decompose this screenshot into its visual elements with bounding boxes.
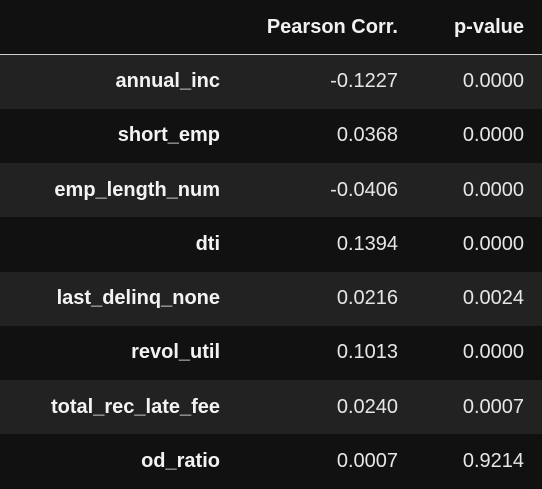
p-value-cell: 0.0007: [462, 395, 524, 418]
pearson-corr-cell: 0.1013: [336, 341, 398, 364]
index-header: [0, 0, 228, 55]
row-label: annual_inc: [115, 70, 220, 93]
column-header-pearson-corr: Pearson Corr.: [228, 0, 416, 55]
p-value-cell: 0.0000: [462, 341, 524, 364]
p-value-cell: 0.9214: [462, 449, 524, 472]
row-label: emp_length_num: [54, 178, 220, 201]
table-row: od_ratio 0.0007 0.9214: [0, 434, 542, 489]
row-label: dti: [195, 232, 220, 255]
row-label: od_ratio: [141, 449, 220, 472]
p-value-cell: 0.0000: [462, 178, 524, 201]
table-row: total_rec_late_fee 0.0240 0.0007: [0, 380, 542, 435]
table-row: short_emp 0.0368 0.0000: [0, 108, 542, 163]
row-label: revol_util: [131, 341, 220, 364]
pearson-corr-cell: 0.0368: [336, 124, 398, 147]
row-label: total_rec_late_fee: [51, 395, 220, 418]
pearson-corr-cell: 0.1394: [336, 232, 398, 255]
pearson-corr-cell: -0.0406: [330, 178, 398, 201]
pearson-corr-cell: 0.0007: [336, 449, 398, 472]
table-row: dti 0.1394 0.0000: [0, 217, 542, 272]
row-label: last_delinq_none: [56, 287, 220, 310]
table-header: Pearson Corr. p-value: [0, 0, 542, 55]
table-row: emp_length_num -0.0406 0.0000: [0, 163, 542, 218]
table-row: revol_util 0.1013 0.0000: [0, 325, 542, 380]
table-row: last_delinq_none 0.0216 0.0024: [0, 271, 542, 326]
p-value-cell: 0.0000: [462, 232, 524, 255]
p-value-cell: 0.0024: [462, 287, 524, 310]
pearson-corr-cell: 0.0240: [336, 395, 398, 418]
p-value-cell: 0.0000: [462, 70, 524, 93]
table-row: annual_inc -0.1227 0.0000: [0, 54, 542, 109]
column-header-p-value: p-value: [416, 0, 542, 55]
pearson-corr-cell: 0.0216: [336, 287, 398, 310]
pearson-corr-cell: -0.1227: [330, 70, 398, 93]
table-body: annual_inc -0.1227 0.0000 short_emp 0.03…: [0, 54, 542, 489]
header-row: Pearson Corr. p-value: [0, 0, 542, 55]
p-value-cell: 0.0000: [462, 124, 524, 147]
row-label: short_emp: [117, 124, 220, 147]
